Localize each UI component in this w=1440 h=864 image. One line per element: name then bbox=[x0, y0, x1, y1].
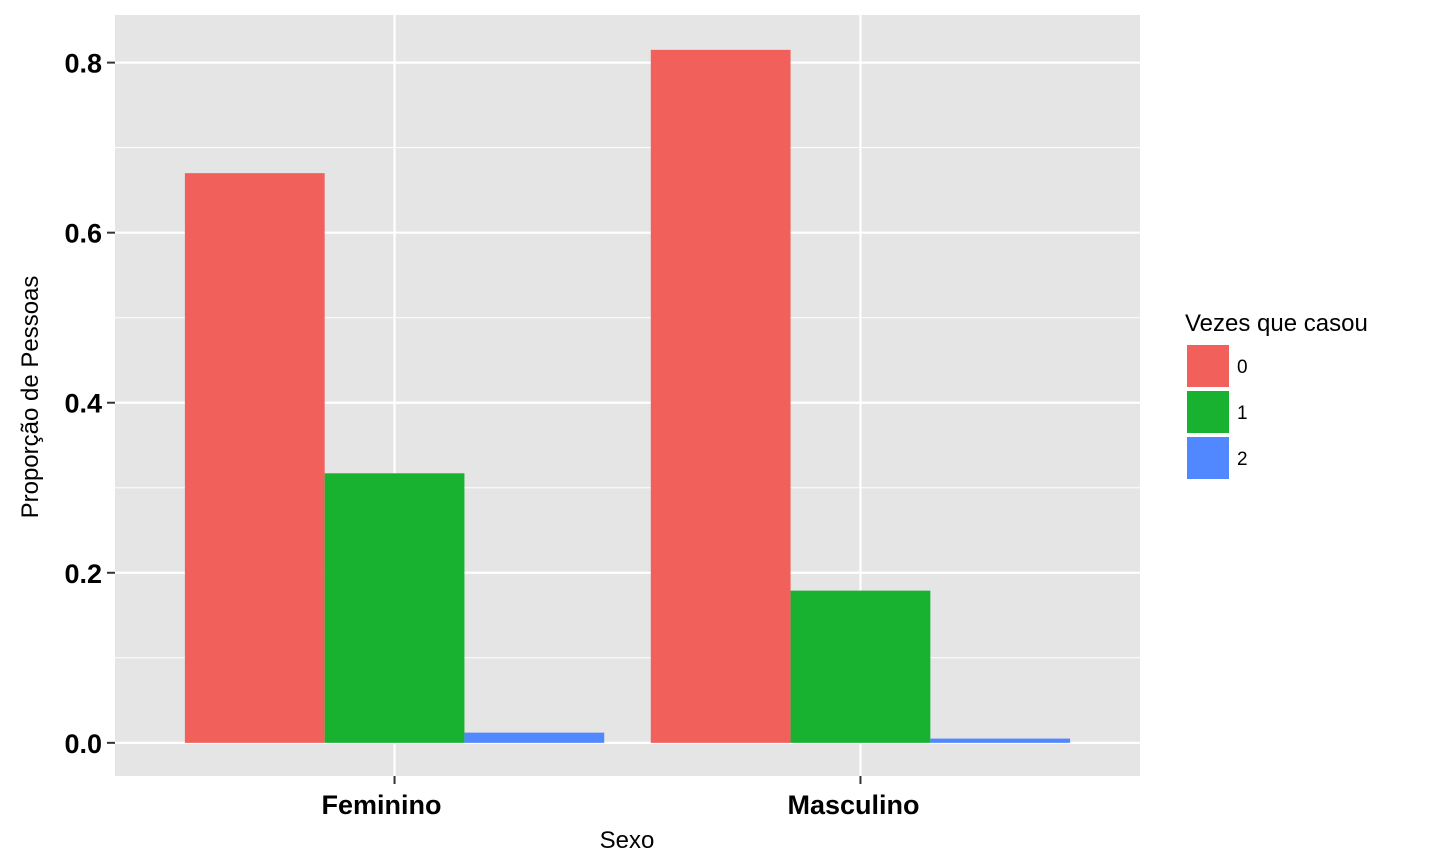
legend-key bbox=[1187, 391, 1229, 433]
y-tick-label: 0.6 bbox=[64, 219, 102, 249]
legend: Vezes que casou 0 1 2 bbox=[1185, 310, 1368, 479]
bars bbox=[184, 49, 1071, 743]
y-axis: 0.0 0.2 0.4 0.6 0.8 bbox=[64, 49, 115, 759]
y-axis-title: Proporção de Pessoas bbox=[17, 276, 44, 519]
y-tick-label: 0.8 bbox=[64, 49, 102, 79]
legend-label: 2 bbox=[1237, 449, 1248, 470]
legend-label: 1 bbox=[1237, 403, 1248, 424]
legend-title: Vezes que casou bbox=[1185, 310, 1368, 337]
bar bbox=[464, 732, 605, 743]
legend-key bbox=[1187, 437, 1229, 479]
x-tick-label: Feminino bbox=[322, 790, 442, 820]
y-tick-label: 0.2 bbox=[64, 559, 102, 589]
bar bbox=[324, 473, 465, 743]
x-tick-label: Masculino bbox=[787, 790, 919, 820]
legend-key bbox=[1187, 345, 1229, 387]
legend-label: 0 bbox=[1237, 357, 1248, 378]
x-axis-title: Sexo bbox=[600, 827, 655, 854]
bar bbox=[650, 49, 791, 743]
bar bbox=[184, 173, 325, 743]
y-tick-label: 0.4 bbox=[64, 389, 102, 419]
bar bbox=[790, 590, 931, 743]
x-axis: Feminino Masculino bbox=[322, 776, 919, 820]
y-tick-label: 0.0 bbox=[64, 729, 102, 759]
bar bbox=[930, 738, 1071, 743]
